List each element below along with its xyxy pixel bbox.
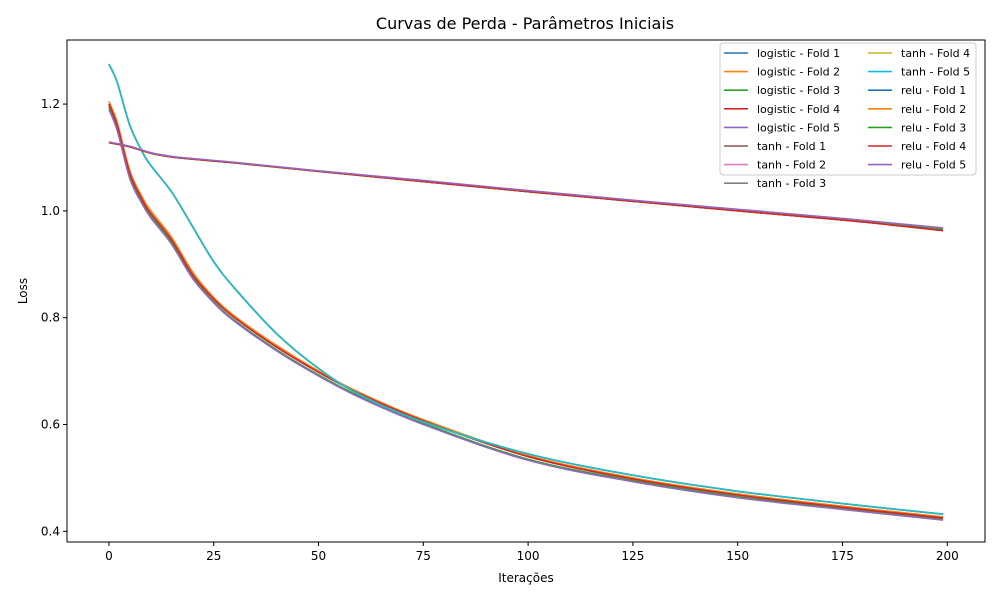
- series-line-5: [108, 109, 944, 521]
- x-tick-label: 0: [105, 549, 113, 563]
- series-line-4: [108, 103, 944, 519]
- legend-label: relu - Fold 4: [901, 140, 966, 153]
- x-tick-label: 200: [936, 549, 959, 563]
- x-tick-label: 150: [726, 549, 749, 563]
- x-tick-label: 125: [621, 549, 644, 563]
- legend-label: relu - Fold 1: [901, 84, 966, 97]
- x-tick-label: 50: [311, 549, 326, 563]
- legend-label: relu - Fold 3: [901, 121, 966, 134]
- legend-label: logistic - Fold 2: [757, 66, 840, 79]
- series-lines: [108, 63, 944, 521]
- legend-label: relu - Fold 5: [901, 159, 966, 172]
- x-axis-label: Iterações: [498, 571, 554, 585]
- legend-label: tanh - Fold 1: [757, 140, 826, 153]
- y-tick-label: 0.6: [41, 418, 60, 432]
- x-axis-ticks: 0 25 50 75 100 125 150 175 200: [105, 542, 959, 563]
- legend-label: logistic - Fold 5: [757, 121, 840, 134]
- y-tick-label: 1.2: [41, 97, 60, 111]
- plot-area: [108, 63, 944, 521]
- y-tick-label: 0.4: [41, 524, 60, 538]
- chart-title: Curvas de Perda - Parâmetros Iniciais: [376, 14, 674, 33]
- legend-label: logistic - Fold 1: [757, 47, 840, 60]
- x-tick-label: 175: [831, 549, 854, 563]
- legend-box: [719, 42, 977, 176]
- legend-label: tanh - Fold 3: [757, 177, 826, 190]
- legend-label: tanh - Fold 5: [901, 66, 970, 79]
- series-line-10: [108, 63, 944, 516]
- legend-label: relu - Fold 2: [901, 103, 966, 116]
- x-tick-label: 100: [517, 549, 540, 563]
- plot-frame: [66, 39, 986, 543]
- series-line-2: [108, 101, 944, 518]
- legend-label: tanh - Fold 2: [757, 159, 826, 172]
- x-tick-label: 25: [206, 549, 221, 563]
- y-axis-label: Loss: [16, 278, 30, 304]
- legend-label: logistic - Fold 4: [757, 103, 840, 116]
- x-tick-label: 75: [416, 549, 431, 563]
- y-tick-label: 1.0: [41, 204, 60, 218]
- y-tick-label: 0.8: [41, 311, 60, 325]
- y-axis-ticks: 0.4 0.6 0.8 1.0 1.2: [41, 97, 67, 538]
- legend-label: logistic - Fold 3: [757, 84, 840, 97]
- legend-items: logistic - Fold 1 logistic - Fold 2 logist…: [724, 47, 970, 190]
- legend: logistic - Fold 1 logistic - Fold 2 logist…: [719, 42, 977, 190]
- series-line-15: [108, 141, 944, 229]
- legend-label: tanh - Fold 4: [901, 47, 970, 60]
